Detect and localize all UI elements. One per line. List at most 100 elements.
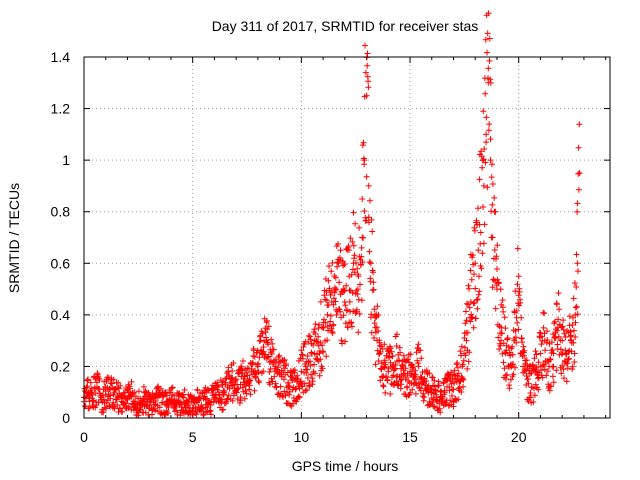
- data-point: [483, 139, 490, 146]
- data-point: [193, 411, 200, 418]
- data-point: [246, 378, 253, 385]
- data-point: [370, 279, 377, 286]
- data-point: [322, 319, 329, 326]
- data-point: [352, 310, 359, 317]
- data-point: [482, 90, 489, 97]
- data-point: [265, 353, 272, 360]
- data-point: [495, 279, 502, 286]
- data-point: [453, 361, 460, 368]
- data-point: [325, 277, 332, 284]
- data-point: [511, 337, 518, 344]
- data-point: [475, 291, 482, 298]
- data-point: [350, 209, 357, 216]
- data-point: [355, 329, 362, 336]
- data-point: [326, 263, 332, 270]
- data-point: [136, 388, 142, 395]
- data-point: [225, 364, 232, 371]
- data-point: [146, 402, 153, 409]
- data-point: [361, 157, 368, 164]
- data-point: [102, 391, 109, 398]
- data-point: [437, 409, 444, 416]
- data-point: [159, 399, 166, 406]
- data-point: [574, 208, 581, 215]
- data-point: [375, 328, 382, 335]
- data-point: [359, 234, 366, 241]
- data-point: [341, 261, 348, 267]
- data-point: [368, 216, 375, 223]
- data-point: [381, 341, 388, 348]
- data-point: [266, 369, 273, 375]
- data-point: [469, 252, 476, 259]
- data-point: [375, 358, 382, 364]
- data-point: [376, 342, 383, 349]
- data-point: [515, 326, 522, 333]
- data-point: [294, 378, 300, 385]
- data-point: [451, 367, 458, 374]
- data-point: [204, 395, 210, 402]
- data-point: [473, 217, 480, 224]
- data-point: [89, 391, 96, 398]
- data-point: [360, 139, 367, 146]
- data-point: [409, 386, 416, 393]
- data-point: [286, 391, 293, 398]
- data-point: [429, 374, 436, 381]
- data-point: [381, 363, 387, 370]
- data-point: [562, 334, 569, 340]
- data-point: [168, 385, 175, 392]
- data-point: [200, 412, 207, 419]
- data-point: [512, 288, 519, 295]
- data-point: [454, 360, 461, 366]
- x-axis-label: GPS time / hours: [292, 458, 399, 474]
- data-point: [514, 319, 521, 326]
- data-point: [440, 380, 447, 387]
- data-point: [546, 363, 553, 370]
- data-point: [323, 353, 330, 360]
- data-point: [572, 334, 579, 340]
- data-point: [366, 248, 373, 255]
- data-point: [531, 355, 538, 362]
- data-point: [198, 402, 205, 409]
- data-point: [392, 362, 399, 368]
- data-point: [107, 392, 114, 399]
- data-point: [367, 278, 374, 285]
- data-point: [262, 351, 268, 358]
- data-point: [499, 297, 506, 304]
- data-point: [374, 303, 381, 310]
- data-point: [313, 338, 320, 345]
- data-point: [276, 352, 283, 359]
- data-point: [337, 247, 344, 254]
- data-point: [243, 369, 250, 376]
- data-point: [517, 299, 524, 306]
- data-point: [481, 146, 488, 152]
- data-point: [329, 330, 336, 336]
- data-point: [423, 378, 430, 384]
- axis-ticks: [83, 56, 610, 419]
- data-point: [498, 330, 505, 337]
- data-point: [479, 250, 486, 257]
- data-point: [489, 234, 496, 241]
- data-point: [548, 383, 554, 390]
- data-point: [553, 367, 560, 374]
- data-point: [543, 372, 550, 379]
- data-point: [519, 339, 526, 346]
- data-point: [498, 337, 504, 344]
- data-point: [397, 349, 404, 356]
- data-point: [546, 387, 553, 394]
- data-point: [329, 328, 336, 335]
- data-point: [117, 405, 123, 412]
- data-point: [533, 364, 540, 371]
- data-point: [250, 368, 257, 375]
- data-point: [230, 360, 237, 366]
- data-point: [324, 337, 331, 344]
- data-point: [417, 347, 424, 354]
- data-point: [298, 368, 305, 375]
- data-point: [347, 308, 354, 315]
- data-point: [312, 330, 319, 337]
- data-point: [575, 144, 582, 151]
- data-point: [312, 370, 318, 377]
- data-point: [564, 365, 571, 372]
- data-point: [254, 363, 261, 370]
- data-point: [388, 348, 395, 355]
- data-point: [389, 363, 396, 370]
- data-point: [272, 380, 279, 387]
